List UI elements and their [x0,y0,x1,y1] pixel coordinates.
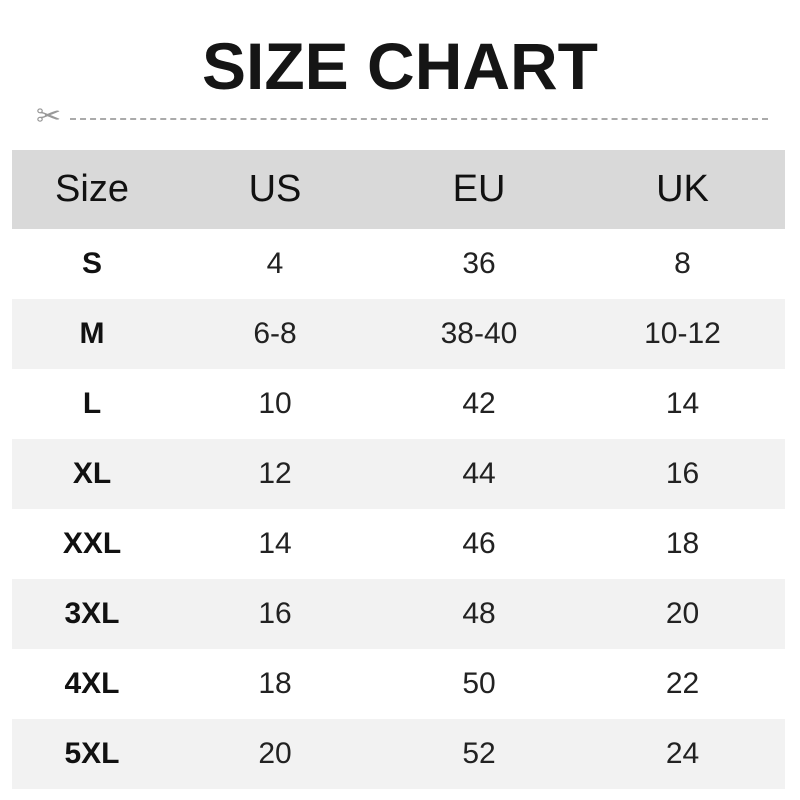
table-row: 5XL 20 52 24 [12,719,785,789]
size-cell-us: 16 [172,579,378,649]
size-cell-eu: 46 [462,527,496,560]
size-label: 4XL [64,667,120,700]
size-cell-uk: 20 [580,579,785,649]
size-cell-eu: 48 [378,579,580,649]
table-row: 3XL 16 48 20 [12,579,785,649]
column-header-us: US [172,150,378,229]
table-row: S 4 36 8 [12,229,785,299]
size-cell-us: 18 [258,667,292,700]
size-cell-us: 14 [258,527,292,560]
size-label: L [82,387,102,420]
table-row: M 6-8 38-40 10-12 [12,299,785,369]
table-row: 4XL 18 50 22 [12,649,785,719]
size-cell-eu: 44 [378,439,580,509]
column-header-uk: UK [580,150,785,229]
size-cell-us: 6-8 [172,299,378,369]
size-label: XXL [62,527,122,560]
size-cell-eu: 36 [462,247,496,280]
size-cell-uk: 22 [665,667,700,700]
size-label: S [81,247,102,280]
size-label: 3XL [12,579,172,649]
page-title: SIZE CHART [202,29,598,103]
size-cell-eu: 42 [462,387,496,420]
size-label: 5XL [12,719,172,789]
size-cell-us: 10 [258,387,292,420]
size-cell-eu: 52 [378,719,580,789]
size-cell-us: 12 [172,439,378,509]
size-cell-uk: 24 [580,719,785,789]
size-cell-eu: 50 [462,667,496,700]
table-row: L 10 42 14 [12,369,785,439]
size-label: XL [12,439,172,509]
size-cell-uk: 14 [665,387,700,420]
size-cell-uk: 10-12 [580,299,785,369]
size-cell-uk: 16 [580,439,785,509]
size-table: Size US EU UK S 4 36 8 M 6-8 38-40 10-12 L 10 42 14 XL 1… [12,150,785,789]
size-cell-us: 4 [266,247,284,280]
size-cell-uk: 18 [665,527,700,560]
table-row: XL 12 44 16 [12,439,785,509]
size-cell-uk: 8 [674,247,691,280]
size-cell-eu: 38-40 [378,299,580,369]
size-cell-us: 20 [172,719,378,789]
dashed-line [70,118,768,120]
table-row: XXL 14 46 18 [12,509,785,579]
size-label: M [12,299,172,369]
cut-line-divider: ✂ [36,102,768,132]
header-row: Size US EU UK [12,150,785,229]
scissors-icon: ✂ [36,100,62,133]
column-header-eu: EU [378,150,580,229]
column-header-size: Size [12,150,172,229]
